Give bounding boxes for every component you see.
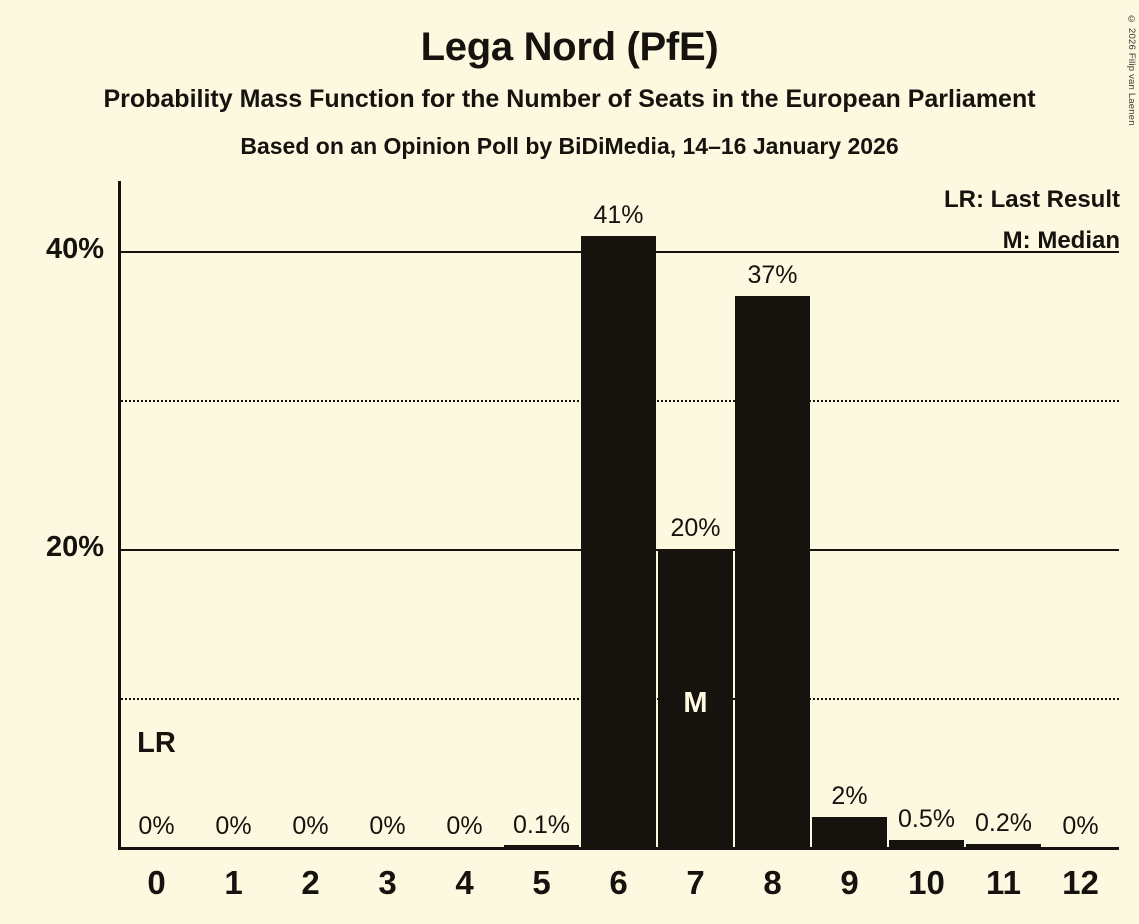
y-tick-label-20: 20% bbox=[45, 531, 104, 563]
bar-value-label-3: 0% bbox=[369, 812, 406, 840]
bar-value-label-9: 2% bbox=[831, 782, 868, 811]
y-axis-line bbox=[118, 181, 121, 847]
legend-median: M: Median bbox=[1002, 227, 1120, 254]
chart-source-line: Based on an Opinion Poll by BiDiMedia, 1… bbox=[240, 133, 899, 159]
x-tick-label-8: 8 bbox=[763, 864, 782, 901]
last-result-marker: LR bbox=[137, 727, 176, 759]
y-tick-label-40: 40% bbox=[45, 233, 104, 266]
x-tick-label-1: 1 bbox=[224, 864, 243, 901]
bar-seat-10 bbox=[889, 839, 964, 847]
bar-value-label-1: 0% bbox=[215, 812, 252, 840]
page-title: Lega Nord (PfE) bbox=[420, 25, 719, 69]
bar-value-label-12: 0% bbox=[1062, 812, 1099, 840]
bar-value-label-4: 0% bbox=[446, 812, 483, 840]
bar-value-label-5: 0.1% bbox=[513, 810, 570, 839]
legend-last-result: LR: Last Result bbox=[943, 186, 1120, 213]
bar-seat-6 bbox=[581, 236, 656, 847]
median-marker: M bbox=[683, 687, 708, 719]
x-tick-label-2: 2 bbox=[301, 864, 320, 901]
chart-header: Lega Nord (PfE) Probability Mass Functio… bbox=[0, 0, 1139, 160]
copyright-notice: © 2026 Filip van Laenen bbox=[1126, 14, 1137, 126]
plot-area bbox=[118, 181, 1119, 850]
x-tick-label-4: 4 bbox=[455, 864, 474, 901]
bar-seat-7 bbox=[658, 549, 733, 847]
bar-seat-9 bbox=[812, 817, 887, 847]
bar-value-label-10: 0.5% bbox=[898, 804, 955, 833]
bar-seat-11 bbox=[966, 844, 1041, 847]
x-tick-label-6: 6 bbox=[609, 864, 628, 901]
bar-value-label-7: 20% bbox=[670, 514, 721, 542]
bar-value-label-8: 37% bbox=[747, 260, 798, 289]
bar-value-label-6: 41% bbox=[593, 201, 644, 230]
x-tick-label-10: 10 bbox=[908, 864, 945, 901]
x-tick-label-11: 11 bbox=[986, 864, 1021, 901]
chart-subtitle: Probability Mass Function for the Number… bbox=[103, 85, 1036, 113]
x-tick-label-12: 12 bbox=[1062, 864, 1099, 901]
x-axis-line bbox=[118, 847, 1119, 850]
x-tick-label-7: 7 bbox=[686, 864, 705, 901]
x-tick-label-9: 9 bbox=[840, 864, 859, 901]
x-tick-label-0: 0 bbox=[147, 864, 166, 901]
x-tick-label-5: 5 bbox=[532, 864, 551, 901]
bar-value-label-0: 0% bbox=[138, 812, 175, 840]
bar-seat-5 bbox=[504, 845, 579, 847]
x-tick-label-3: 3 bbox=[378, 864, 397, 901]
bar-value-label-2: 0% bbox=[292, 812, 329, 840]
bar-value-label-11: 0.2% bbox=[975, 809, 1032, 838]
bar-seat-8 bbox=[735, 295, 810, 847]
